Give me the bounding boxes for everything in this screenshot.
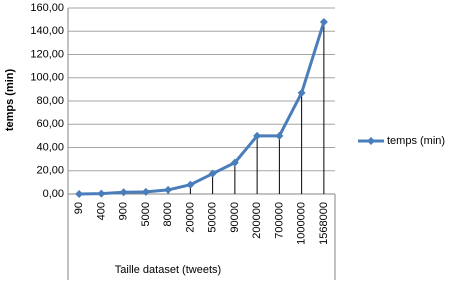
- series-line: [79, 21, 326, 196]
- legend-label: temps (min): [387, 135, 445, 147]
- y-tick-label: 120,00: [30, 48, 64, 60]
- marker: [186, 180, 195, 189]
- marker: [319, 17, 328, 26]
- x-tick-label: 400: [95, 202, 107, 220]
- y-tick-label: 40,00: [36, 141, 64, 153]
- y-tick-label: 160,00: [30, 2, 64, 14]
- x-tick-label: 90: [73, 202, 85, 214]
- x-axis-title: Taille dataset (tweets): [115, 264, 221, 276]
- y-tick-label: 140,00: [30, 25, 64, 37]
- x-tick-label: 700000: [273, 202, 285, 239]
- marker: [275, 131, 284, 140]
- marker: [141, 187, 150, 196]
- x-tick-label: 90000: [229, 202, 241, 233]
- x-tick-label: 1000000: [296, 202, 308, 245]
- marker: [75, 190, 84, 198]
- legend-marker: [367, 137, 375, 145]
- marker: [164, 185, 173, 194]
- x-tick-label: 200000: [251, 202, 263, 239]
- y-tick-label: 60,00: [36, 118, 64, 130]
- x-tick-label: 50000: [207, 202, 219, 233]
- y-tick-label: 20,00: [36, 165, 64, 177]
- marker: [297, 88, 306, 97]
- marker: [119, 188, 128, 197]
- x-tick-label: 8000: [162, 202, 174, 226]
- marker: [253, 131, 262, 140]
- marker: [208, 169, 217, 178]
- x-tick-label: 20000: [184, 202, 196, 233]
- y-tick-label: 0,00: [43, 188, 64, 200]
- marker: [97, 189, 106, 198]
- x-tick-label: 1568000: [318, 202, 330, 245]
- x-tick-label: 900: [118, 202, 130, 220]
- y-axis-title: temps (min): [4, 68, 16, 131]
- y-tick-label: 100,00: [30, 72, 64, 84]
- y-tick-label: 80,00: [36, 95, 64, 107]
- marker: [230, 158, 239, 167]
- x-tick-label: 5000: [140, 202, 152, 226]
